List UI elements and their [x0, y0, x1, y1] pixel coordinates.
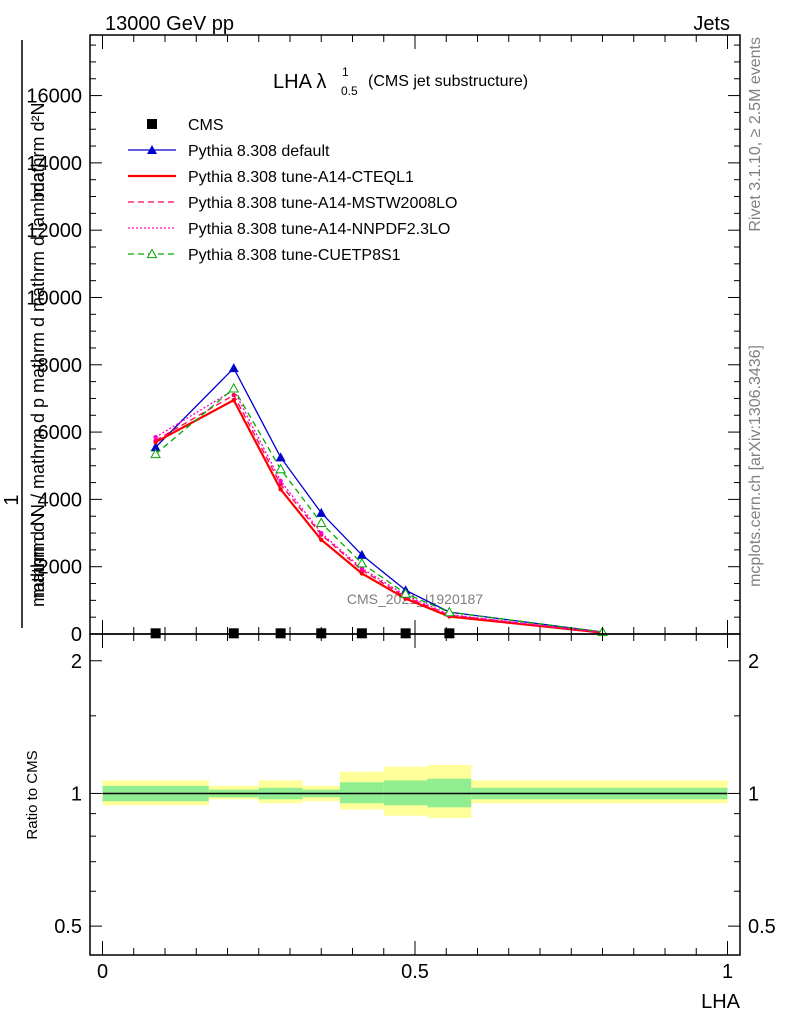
xtick-label: 1: [722, 961, 733, 983]
ratio-ytick-label-right: 2: [748, 651, 759, 673]
ratio-ytick-label: 0.5: [54, 916, 82, 938]
series-line-4: [155, 389, 603, 634]
ytick-label: 16000: [26, 86, 82, 108]
series-point: [150, 442, 161, 452]
title-sup: 1: [342, 65, 349, 79]
legend-label-1: Pythia 8.308 default: [188, 143, 330, 160]
ytick-label: 14000: [26, 153, 82, 175]
ylabel-combined: mathrm d N / mathrm d p mathrm d mathrm …: [28, 171, 48, 598]
legend-marker: [147, 145, 157, 154]
ytick-label: 0: [71, 624, 82, 646]
series-point: [278, 487, 283, 492]
series-point: [153, 434, 158, 440]
ratio-ytick-label: 2: [71, 651, 82, 673]
ratio-ytick-label: 1: [71, 783, 82, 805]
ytick-label: 10000: [26, 287, 82, 309]
chart-title: LHA λ 1 0.5 (CMS jet substructure): [273, 65, 528, 98]
series-point: [356, 549, 367, 559]
series-point: [278, 482, 283, 487]
title-sub: 0.5: [341, 84, 358, 98]
ylabel-frac-bottom: mathrm d N: [28, 513, 48, 607]
watermark: CMS_2021_I1920187: [347, 591, 483, 607]
header-left: 13000 GeV pp: [105, 13, 234, 35]
series-point: [275, 452, 286, 462]
ytick-label: 4000: [38, 489, 83, 511]
title-rest: (CMS jet substructure): [368, 73, 528, 90]
ylabel-top: mathrm d²N: [28, 102, 48, 197]
legend-cms-marker: [147, 119, 157, 129]
ratio-ytick-label-right: 1: [748, 783, 759, 805]
series-point: [153, 438, 158, 443]
mcplots-label: mcplots.cern.ch [arXiv:1306.3436]: [747, 345, 764, 587]
ytick-label: 2000: [38, 557, 83, 579]
series-point: [444, 606, 455, 617]
series-line-3: [155, 394, 603, 634]
series-point: [278, 478, 283, 484]
series-point: [319, 537, 324, 542]
main-ylabel: mathrm d²N mathrm d N / mathrm d p mathr…: [1, 40, 48, 628]
ratio-ylabel: Ratio to CMS: [24, 750, 41, 839]
series-point: [228, 382, 240, 393]
rivet-label: Rivet 3.1.10, ≥ 2.5M events: [747, 37, 764, 232]
legend-marker: [146, 248, 158, 259]
ytick-label: 8000: [38, 355, 83, 377]
series-line-2: [155, 398, 603, 634]
ylabel-left: 1: [1, 494, 23, 505]
series-point: [356, 557, 368, 568]
xlabel: LHA: [701, 991, 741, 1013]
series-point: [316, 507, 327, 517]
header-right: Jets: [693, 13, 730, 35]
series-line-5: [155, 387, 603, 633]
title-main: LHA λ: [273, 71, 326, 93]
axes: 0 2000 4000 6000 8000 10000 12000 14000 16000 0 0.…: [26, 34, 776, 983]
series-point: [231, 397, 236, 403]
xtick-label: 0: [97, 961, 108, 983]
xtick-label: 0.5: [401, 961, 429, 983]
series-point: [319, 530, 324, 536]
series-point: [359, 571, 365, 576]
legend-label-2: Pythia 8.308 tune-A14-CTEQL1: [188, 169, 414, 186]
legend-label-3: Pythia 8.308 tune-A14-MSTW2008LO: [188, 195, 457, 212]
ratio-bands: [102, 765, 728, 818]
ytick-label: 6000: [38, 422, 83, 444]
series-point: [228, 363, 239, 373]
legend: CMS Pythia 8.308 default Pythia 8.308 tune…: [128, 117, 457, 264]
legend-label-5: Pythia 8.308 tune-CUETP8S1: [188, 247, 401, 264]
ytick-label: 12000: [26, 220, 82, 242]
series-point: [231, 392, 236, 398]
series-point: [315, 517, 327, 528]
legend-label-4: Pythia 8.308 tune-A14-NNPDF2.3LO: [188, 221, 450, 238]
series-point: [275, 463, 286, 474]
series-point: [150, 448, 161, 459]
series-point: [400, 588, 411, 598]
ratio-ytick-label-right: 0.5: [748, 916, 776, 938]
legend-cms-label: CMS: [188, 117, 224, 134]
